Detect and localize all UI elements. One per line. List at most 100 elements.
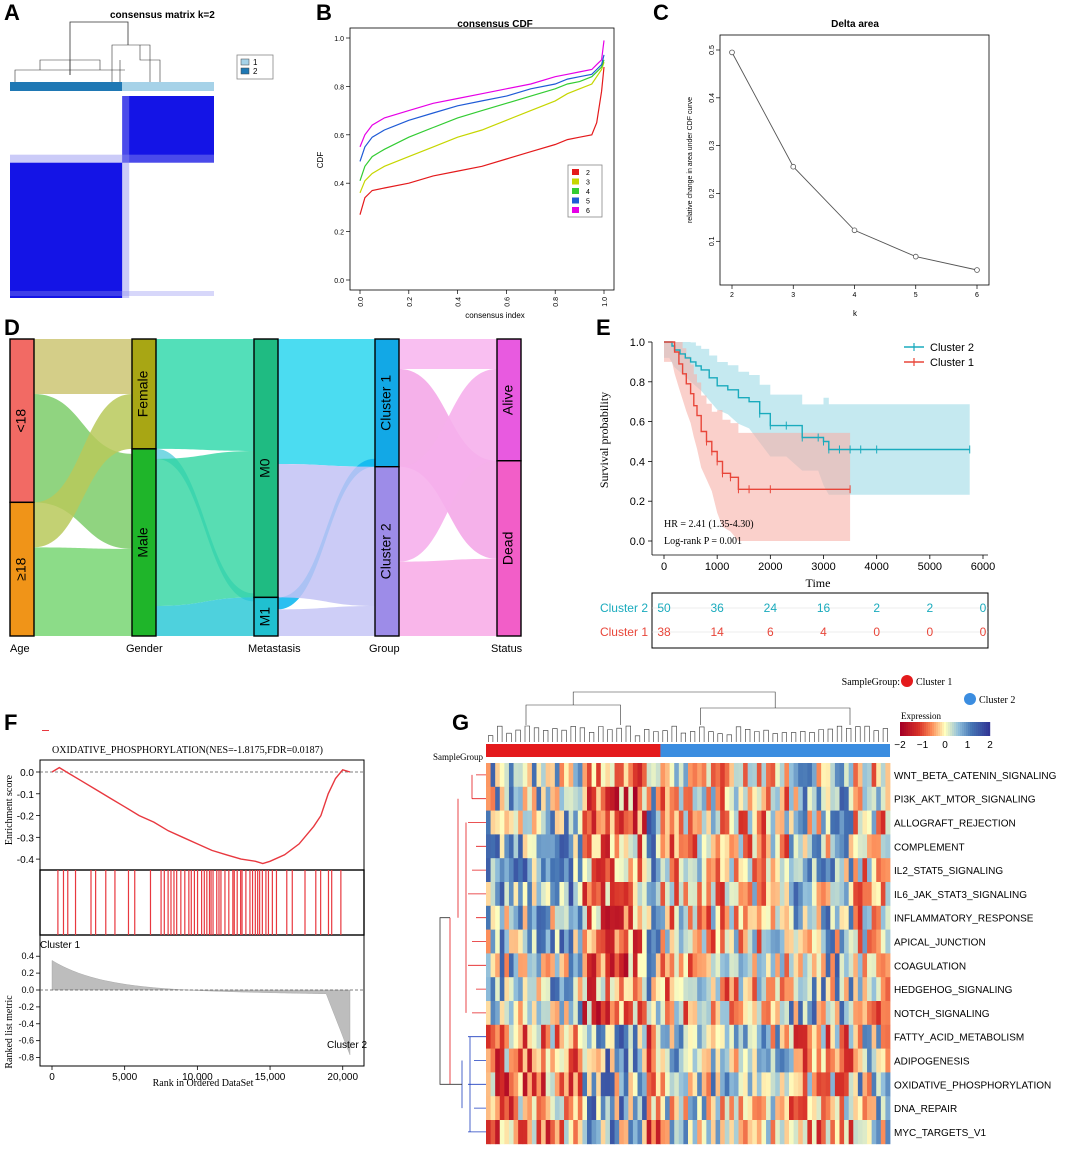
panel-g-cell (591, 1048, 597, 1073)
panel-g-cell (550, 905, 556, 930)
panel-g-cell (486, 905, 491, 930)
panel-g-cell (830, 1024, 836, 1049)
panel-g-cell (733, 1001, 739, 1026)
panel-g-cell (784, 786, 790, 811)
panel-g-cell (830, 763, 836, 788)
panel-g-cell (844, 1072, 850, 1097)
panel-g-cell (669, 1024, 675, 1049)
panel-g-cell (724, 786, 730, 811)
panel-g-cell (761, 810, 767, 835)
panel-g-cell (660, 786, 666, 811)
panel-g-cell (779, 786, 785, 811)
panel-g-cell (605, 1024, 611, 1049)
panel-g-cell (531, 763, 537, 788)
panel-b-plot-area: 0.0 0.2 0.4 0.6 0.8 1.00.00.20.40.60.81.0 (334, 27, 615, 307)
panel-g-cell (605, 977, 611, 1002)
panel-g-scale-segment (958, 722, 961, 736)
panel-g-cell (678, 1048, 684, 1073)
panel-g-cell (619, 953, 625, 978)
panel-g-cell (678, 953, 684, 978)
panel-g-cell (568, 1024, 574, 1049)
panel-g-cell (770, 929, 776, 954)
panel-g-cell (821, 834, 827, 859)
panel-g-cell (554, 1048, 560, 1073)
panel-g-cell (545, 1120, 551, 1145)
panel-g-cell (568, 1048, 574, 1073)
panel-e-xtick-label: 5000 (918, 561, 942, 573)
panel-g-cell (729, 786, 735, 811)
panel-g-cell (834, 1120, 840, 1145)
panel-g-cell (550, 834, 556, 859)
panel-d-flow-gender-met (156, 451, 254, 606)
panel-g-cell (499, 977, 505, 1002)
panel-g-cell (761, 953, 767, 978)
panel-g-cell (490, 905, 496, 930)
panel-e-xtick-label: 4000 (864, 561, 888, 573)
panel-g-cell (834, 810, 840, 835)
panel-g-cell (789, 1001, 794, 1026)
panel-g-cell (582, 905, 588, 930)
panel-g-cell (646, 786, 652, 811)
panel-g-cell (853, 977, 859, 1002)
panel-g-cell (807, 1048, 813, 1073)
panel-g-cell (573, 1001, 579, 1026)
panel-f-rank-tick-label: -0.2 (18, 1002, 34, 1012)
panel-g-cell (706, 786, 712, 811)
panel-g-cell (867, 1001, 873, 1026)
panel-g-cell (867, 929, 873, 954)
panel-g-cell (747, 929, 753, 954)
panel-g-cell (867, 763, 873, 788)
panel-f-xtick-label: 20,000 (327, 1072, 358, 1083)
panel-g-cell (844, 1048, 850, 1073)
panel-g-cell (637, 810, 643, 835)
panel-g-cell (715, 786, 721, 811)
panel-g-cell (710, 882, 716, 907)
panel-g-cell (660, 1024, 666, 1049)
panel-g-cell (655, 1120, 661, 1145)
panel-g-cell (830, 810, 836, 835)
panel-g-cell (743, 834, 749, 859)
panel-g-cell (862, 810, 868, 835)
panel-g-group-row-label: SampleGroup (433, 752, 483, 762)
panel-g-cell (733, 1120, 739, 1145)
panel-g-cell (692, 786, 698, 811)
panel-g-cell (743, 786, 749, 811)
panel-g-cell (678, 929, 684, 954)
panel-g-cell (568, 858, 574, 883)
panel-f-xtick-label: 10,000 (182, 1072, 213, 1083)
panel-g-cell (857, 1072, 863, 1097)
panel-g-cell (816, 977, 822, 1002)
panel-g-cell (564, 953, 570, 978)
panel-g-cell (867, 882, 873, 907)
panel-g-cell (499, 858, 505, 883)
panel-g-cell (642, 1048, 648, 1073)
panel-d-axis-labels: Age Gender Metastasis Group Status (10, 643, 523, 655)
panel-g-cell (531, 1024, 537, 1049)
panel-g-cell (577, 1001, 583, 1026)
panel-g-cell (738, 977, 744, 1002)
panel-f-rank-tick-label: 0.0 (21, 985, 34, 995)
panel-g-cell (628, 1096, 634, 1121)
panel-g-cell (591, 977, 597, 1002)
panel-g-cell (871, 929, 877, 954)
panel-g-cell (518, 905, 524, 930)
panel-g-cell (880, 1024, 886, 1049)
panel-g-cell (665, 810, 671, 835)
panel-g-cell (738, 763, 744, 788)
panel-g-cell (720, 858, 726, 883)
panel-g-scale-segment (926, 722, 929, 736)
panel-g-cell (655, 810, 661, 835)
panel-c-point (729, 49, 735, 56)
panel-g-cell (655, 1024, 661, 1049)
panel-g-cell (789, 1096, 794, 1121)
panel-g-cell (807, 1001, 813, 1026)
panel-g-cell (632, 882, 638, 907)
panel-g-cell (766, 810, 772, 835)
panel-g-row-label: INFLAMMATORY_RESPONSE (894, 914, 1034, 925)
panel-g-cell (591, 1096, 597, 1121)
panel-c-ytick-label: 0.2 (709, 189, 716, 199)
panel-g-cell (591, 763, 597, 788)
panel-g-cell (642, 977, 648, 1002)
panel-g-cell (522, 1120, 528, 1145)
